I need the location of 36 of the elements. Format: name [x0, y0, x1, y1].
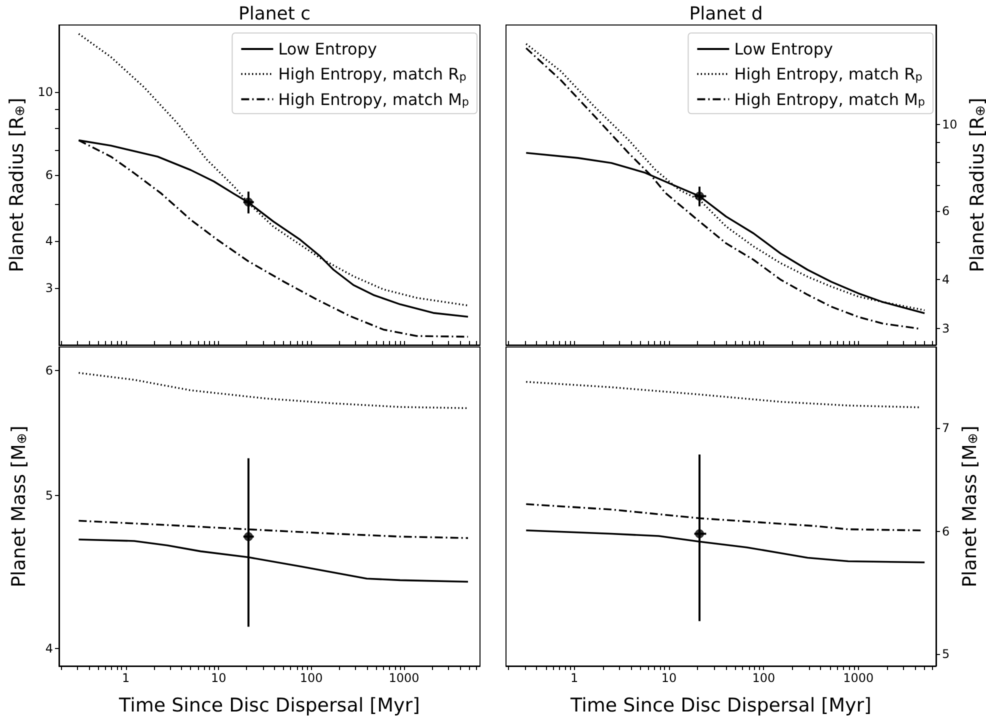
y-tick-label: 5 — [942, 646, 950, 661]
chart-title: Planet c — [238, 4, 311, 24]
y-axis-title: Planet Mass [M⊕] — [959, 426, 982, 588]
legend-label: High Entropy, match Mp — [278, 90, 470, 109]
x-tick-label: 1 — [570, 671, 578, 685]
x-tick-label: 1000 — [388, 671, 420, 685]
y-tick-label: 6 — [45, 168, 53, 182]
y-tick-label: 6 — [45, 364, 53, 378]
x-tick-label: 10 — [210, 671, 226, 685]
y-tick-label: 10 — [38, 85, 53, 100]
x-tick-label: 10 — [661, 671, 677, 685]
legend-label: Low Entropy — [278, 40, 377, 58]
y-tick-label: 6 — [942, 524, 950, 539]
y-axis-title: Planet Radius [R⊕] — [966, 98, 986, 272]
y-tick-label: 3 — [45, 280, 53, 295]
y-tick-label: 10 — [942, 118, 958, 132]
y-tick-label: 5 — [45, 488, 53, 503]
x-tick-label: 100 — [300, 671, 323, 685]
x-tick-label: 100 — [752, 671, 776, 685]
y-axis-title: Planet Radius [R⊕] — [6, 98, 28, 272]
x-tick-label: 1000 — [843, 671, 874, 685]
x-tick-label: 1 — [122, 671, 130, 685]
legend-label: High Entropy, match Rp — [734, 64, 922, 84]
legend-label: Low Entropy — [734, 40, 833, 58]
y-tick-label: 6 — [942, 204, 950, 218]
y-axis-title: Planet Mass [M⊕] — [8, 426, 30, 588]
y-tick-label: 4 — [45, 234, 53, 248]
y-tick-label: 4 — [45, 642, 53, 656]
chart-title: Planet d — [689, 4, 763, 24]
legend-label: High Entropy, match Mp — [734, 90, 926, 109]
legend-label: High Entropy, match Rp — [278, 64, 466, 84]
x-axis-title: Time Since Disc Dispersal [Myr] — [118, 694, 420, 716]
y-tick-label: 4 — [942, 272, 950, 287]
x-axis-title: Time Since Disc Dispersal [Myr] — [570, 694, 872, 716]
y-tick-label: 7 — [942, 421, 950, 436]
y-tick-label: 3 — [942, 321, 950, 336]
